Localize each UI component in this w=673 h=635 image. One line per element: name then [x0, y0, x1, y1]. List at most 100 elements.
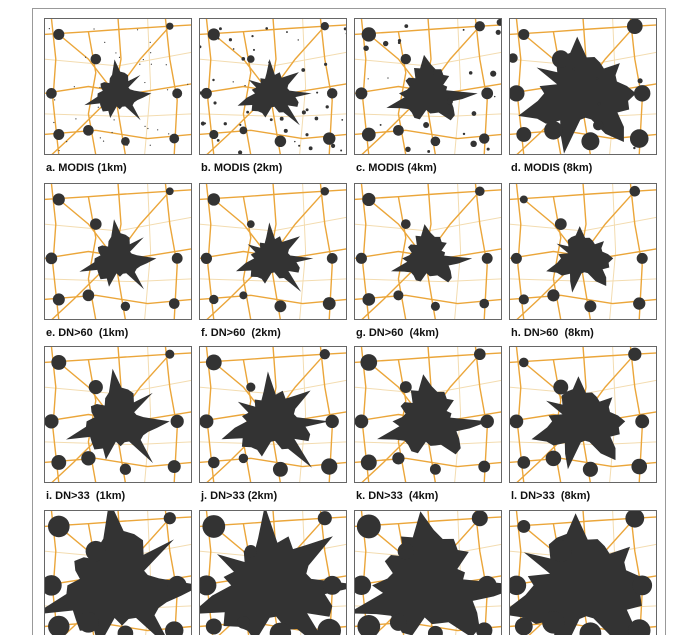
- noise-patch: [100, 104, 101, 105]
- urban-patch: [81, 451, 95, 465]
- map-panel: [509, 183, 657, 320]
- panel-label: i. DN>33 (1km): [46, 490, 126, 502]
- panel-label: k. DN>33 (4km): [356, 490, 439, 502]
- urban-patch: [48, 516, 70, 538]
- noise-patch: [463, 133, 465, 135]
- noise-patch: [134, 95, 135, 96]
- urban-patch: [90, 218, 102, 230]
- noise-patch: [59, 150, 60, 151]
- noise-patch: [110, 114, 111, 115]
- noise-patch: [151, 64, 152, 65]
- urban-patch: [627, 18, 643, 34]
- noise-patch: [324, 63, 327, 66]
- noise-patch: [315, 117, 319, 121]
- noise-patch: [298, 145, 300, 147]
- urban-patch: [168, 576, 187, 595]
- noise-patch: [268, 62, 269, 63]
- urban-patch: [46, 253, 58, 265]
- urban-patch: [393, 125, 404, 136]
- urban-patch: [362, 293, 375, 306]
- map-panel: [199, 17, 348, 155]
- noise-patch: [590, 137, 592, 139]
- noise-patch: [380, 124, 382, 126]
- noise-patch: [447, 111, 450, 114]
- urban-patch: [516, 127, 531, 142]
- urban-patch: [239, 454, 249, 464]
- noise-patch: [167, 89, 168, 90]
- noise-patch: [239, 124, 241, 126]
- noise-patch: [144, 126, 145, 127]
- noise-patch: [316, 92, 318, 94]
- urban-patch: [553, 380, 568, 395]
- urban-patch: [517, 456, 530, 469]
- urban-patch: [400, 381, 412, 393]
- noise-patch: [217, 139, 220, 142]
- noise-patch: [368, 78, 369, 79]
- noise-patch: [204, 122, 206, 124]
- urban-patch: [327, 253, 338, 264]
- noise-patch: [100, 137, 101, 138]
- noise-patch: [238, 150, 242, 154]
- urban-patch: [631, 459, 647, 475]
- urban-patch: [120, 464, 131, 475]
- urban-patch: [518, 29, 529, 40]
- urban-patch: [321, 187, 330, 196]
- noise-patch: [74, 86, 75, 87]
- urban-patch: [478, 461, 490, 473]
- urban-patch: [53, 129, 64, 140]
- noise-patch: [143, 59, 144, 60]
- noise-patch: [572, 67, 575, 70]
- noise-patch: [219, 27, 222, 30]
- noise-patch: [387, 77, 388, 78]
- urban-patch: [482, 253, 493, 264]
- urban-patch: [169, 298, 180, 309]
- map-panel: [508, 18, 657, 155]
- urban-patch: [239, 291, 247, 299]
- urban-patch: [472, 510, 488, 526]
- urban-patch: [430, 464, 441, 475]
- urban-patch: [475, 21, 485, 31]
- noise-patch: [66, 141, 67, 142]
- urban-patch: [584, 300, 596, 312]
- urban-patch: [362, 128, 376, 142]
- urban-patch: [53, 193, 65, 205]
- urban-patch: [629, 186, 640, 197]
- urban-patch: [199, 414, 213, 428]
- panel-label: c. MODIS (4km): [356, 162, 437, 174]
- noise-patch: [166, 64, 167, 65]
- noise-patch: [427, 150, 430, 153]
- urban-patch: [169, 134, 179, 144]
- urban-patch: [519, 294, 529, 304]
- noise-patch: [93, 28, 94, 29]
- urban-patch: [552, 50, 570, 68]
- noise-patch: [75, 118, 76, 119]
- urban-patch: [326, 415, 339, 428]
- urban-patch: [634, 85, 650, 101]
- map-panel: [354, 183, 502, 320]
- noise-patch: [147, 128, 148, 129]
- noise-patch: [472, 111, 477, 116]
- noise-patch: [326, 105, 329, 108]
- urban-patch: [209, 130, 218, 139]
- urban-patch: [237, 616, 250, 629]
- noise-patch: [596, 77, 599, 80]
- noise-patch: [470, 141, 476, 147]
- urban-patch: [478, 576, 497, 595]
- urban-patch: [583, 462, 598, 477]
- noise-patch: [253, 49, 255, 51]
- urban-patch: [275, 136, 287, 148]
- urban-patch: [361, 454, 377, 470]
- noise-patch: [53, 122, 54, 123]
- noise-patch: [144, 82, 145, 83]
- urban-patch: [546, 451, 562, 467]
- urban-patch: [517, 520, 530, 533]
- urban-patch: [166, 23, 173, 30]
- noise-patch: [139, 64, 140, 65]
- noise-patch: [638, 78, 643, 83]
- urban-patch: [479, 299, 489, 309]
- map-panel: [354, 346, 502, 483]
- urban-patch: [625, 509, 644, 528]
- noise-patch: [301, 68, 305, 72]
- urban-patch: [53, 293, 65, 305]
- urban-patch: [508, 85, 524, 101]
